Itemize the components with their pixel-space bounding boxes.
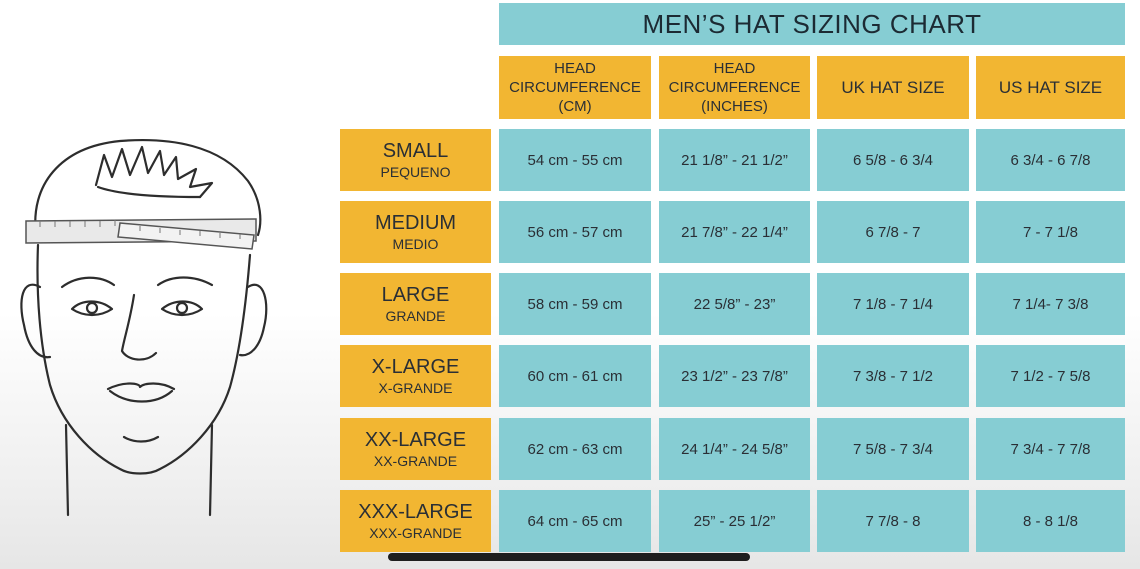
cell-us: 7 - 7 1/8 (976, 201, 1125, 263)
row-header: XXX-LARGE XXX-GRANDE (340, 490, 491, 552)
cell-inches: 22 5/8” - 23” (659, 273, 810, 335)
column-header-us-label: US HAT SIZE (998, 78, 1103, 97)
cell-inches: 24 1/4” - 24 5/8” (659, 418, 810, 480)
cell-uk: 6 5/8 - 6 3/4 (817, 129, 969, 191)
cell-cm: 54 cm - 55 cm (499, 129, 651, 191)
size-label-spanish: X-GRANDE (378, 380, 453, 396)
row-header: MEDIUM MEDIO (340, 201, 491, 263)
cell-cm: 58 cm - 59 cm (499, 273, 651, 335)
size-label: LARGE (381, 284, 450, 306)
column-header-inches: HEAD CIRCUMFERENCE (INCHES) (659, 56, 810, 119)
chart-title: MEN’S HAT SIZING CHART (499, 3, 1125, 45)
column-header-cm-line3: (CM) (558, 98, 592, 115)
size-label: SMALL (382, 140, 449, 162)
cell-us: 7 1/4- 7 3/8 (976, 273, 1125, 335)
size-label-spanish: GRANDE (385, 308, 446, 324)
cell-uk: 7 3/8 - 7 1/2 (817, 345, 969, 407)
column-header-cm: HEAD CIRCUMFERENCE (CM) (499, 56, 651, 119)
size-label-spanish: XX-GRANDE (373, 453, 458, 469)
row-header: SMALL PEQUENO (340, 129, 491, 191)
column-header-inches-line1: HEAD (713, 60, 756, 77)
cell-us: 8 - 8 1/8 (976, 490, 1125, 552)
size-label: XX-LARGE (364, 429, 467, 451)
column-header-uk-label: UK HAT SIZE (841, 78, 945, 97)
cell-us: 6 3/4 - 6 7/8 (976, 129, 1125, 191)
cell-inches: 21 7/8” - 22 1/4” (659, 201, 810, 263)
size-label-spanish: MEDIO (392, 236, 439, 252)
size-label: X-LARGE (371, 356, 460, 378)
row-header: LARGE GRANDE (340, 273, 491, 335)
cell-cm: 64 cm - 65 cm (499, 490, 651, 552)
column-header-inches-line2: CIRCUMFERENCE (668, 79, 801, 96)
column-header-inches-line3: (INCHES) (701, 98, 768, 115)
column-header-uk: UK HAT SIZE (817, 56, 969, 119)
cell-inches: 25” - 25 1/2” (659, 490, 810, 552)
cell-uk: 7 1/8 - 7 1/4 (817, 273, 969, 335)
size-label: XXX-LARGE (358, 501, 473, 523)
size-label-spanish: PEQUENO (380, 164, 451, 180)
cell-cm: 62 cm - 63 cm (499, 418, 651, 480)
cell-cm: 56 cm - 57 cm (499, 201, 651, 263)
cell-inches: 23 1/2” - 23 7/8” (659, 345, 810, 407)
size-label-spanish: XXX-GRANDE (369, 525, 462, 541)
row-header: X-LARGE X-GRANDE (340, 345, 491, 407)
cell-inches: 21 1/8” - 21 1/2” (659, 129, 810, 191)
head-measuring-tape-illustration (20, 138, 268, 517)
cell-uk: 7 5/8 - 7 3/4 (817, 418, 969, 480)
column-header-cm-line1: HEAD (554, 60, 596, 77)
size-label: MEDIUM (374, 212, 457, 234)
row-header: XX-LARGE XX-GRANDE (340, 418, 491, 480)
cell-us: 7 1/2 - 7 5/8 (976, 345, 1125, 407)
column-header-us: US HAT SIZE (976, 56, 1125, 119)
cell-uk: 7 7/8 - 8 (817, 490, 969, 552)
column-header-cm-line2: CIRCUMFERENCE (509, 79, 641, 96)
horizontal-scrollbar[interactable] (388, 553, 750, 561)
cell-uk: 6 7/8 - 7 (817, 201, 969, 263)
cell-us: 7 3/4 - 7 7/8 (976, 418, 1125, 480)
cell-cm: 60 cm - 61 cm (499, 345, 651, 407)
